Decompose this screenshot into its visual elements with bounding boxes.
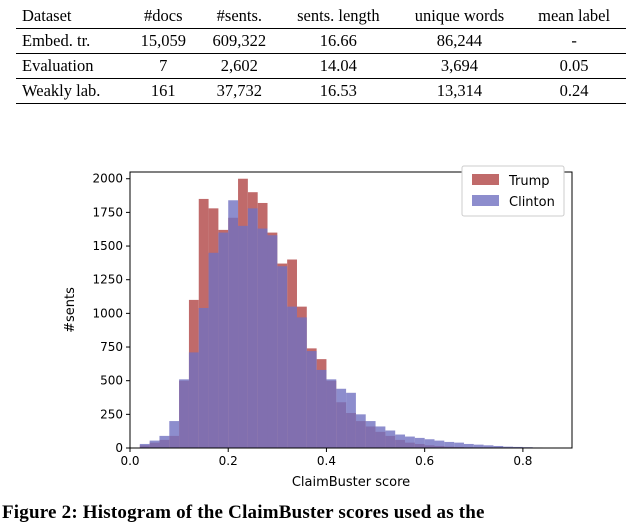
table-row: Embed. tr. 15,059 609,322 16.66 86,244 -: [16, 29, 626, 54]
y-tick-label: 250: [100, 407, 123, 421]
cell-sents: 609,322: [199, 29, 280, 54]
bar-clinton: [366, 421, 376, 448]
bar-clinton: [317, 370, 327, 448]
x-tick-label: 0.2: [219, 454, 238, 468]
cell-sents: 37,732: [199, 79, 280, 104]
legend-swatch-clinton: [472, 195, 499, 206]
x-tick-label: 0.0: [120, 454, 139, 468]
cell-sents-length: 14.04: [280, 54, 397, 79]
cell-mean-label: 0.24: [522, 79, 626, 104]
bar-clinton: [454, 443, 464, 448]
y-tick-label: 1000: [92, 306, 123, 320]
bar-clinton: [297, 317, 307, 448]
header-sents: #sents.: [199, 4, 280, 29]
bar-clinton: [464, 444, 474, 448]
histogram-figure: 0.0 0.2 0.4 0.6 0.8 0 250 500 750 1000 1250 1500 17…: [0, 160, 640, 500]
legend-label-clinton: Clinton: [509, 195, 555, 210]
legend-label-trump: Trump: [508, 174, 550, 189]
header-sents-length: sents. length: [280, 4, 397, 29]
y-tick-label: 1500: [92, 239, 123, 253]
bar-clinton: [336, 389, 346, 448]
cell-unique-words: 3,694: [397, 54, 522, 79]
x-tick-label: 0.6: [415, 454, 434, 468]
y-axis-label: #sents: [63, 287, 78, 333]
bar-clinton: [287, 307, 297, 448]
header-unique-words: unique words: [397, 4, 522, 29]
table-row: Evaluation 7 2,602 14.04 3,694 0.05: [16, 54, 626, 79]
bar-clinton: [385, 430, 395, 448]
cell-dataset: Embed. tr.: [16, 29, 128, 54]
x-tick-label: 0.8: [513, 454, 532, 468]
bar-clinton: [199, 308, 209, 448]
cell-mean-label: -: [522, 29, 626, 54]
dataset-stats-table: Dataset #docs #sents. sents. length uniq…: [16, 4, 626, 104]
y-tick-label: 1750: [92, 205, 123, 219]
bar-clinton: [140, 444, 150, 448]
y-tick-label: 1250: [92, 273, 123, 287]
bar-clinton: [326, 379, 336, 448]
bar-clinton: [307, 351, 317, 448]
bar-clinton: [159, 436, 169, 448]
bar-clinton: [179, 379, 189, 448]
bar-clinton: [405, 437, 415, 448]
bar-clinton: [425, 439, 435, 448]
cell-sents: 2,602: [199, 54, 280, 79]
bar-clinton: [474, 445, 484, 448]
cell-mean-label: 0.05: [522, 54, 626, 79]
cell-sents-length: 16.66: [280, 29, 397, 54]
header-dataset: Dataset: [16, 4, 128, 29]
bar-clinton: [209, 253, 219, 448]
x-axis-label: ClaimBuster score: [292, 475, 410, 490]
x-tick-label: 0.4: [317, 454, 336, 468]
y-tick-label: 0: [115, 441, 123, 455]
cell-docs: 15,059: [128, 29, 199, 54]
bar-clinton: [376, 426, 386, 448]
x-axis-ticks: 0.0 0.2 0.4 0.6 0.8: [120, 448, 532, 468]
bar-clinton: [434, 441, 444, 448]
y-tick-label: 500: [100, 374, 123, 388]
y-tick-label: 750: [100, 340, 123, 354]
cell-unique-words: 86,244: [397, 29, 522, 54]
bar-clinton: [228, 200, 238, 448]
claimbuster-histogram: 0.0 0.2 0.4 0.6 0.8 0 250 500 750 1000 1250 1500 17…: [0, 160, 640, 500]
bar-clinton: [248, 208, 258, 448]
cell-docs: 7: [128, 54, 199, 79]
cell-dataset: Weakly lab.: [16, 79, 128, 104]
bar-clinton: [218, 233, 228, 448]
figure-caption: Figure 2: Histogram of the ClaimBuster s…: [2, 502, 640, 524]
bar-clinton: [150, 441, 160, 448]
cell-sents-length: 16.53: [280, 79, 397, 104]
chart-legend: Trump Clinton: [462, 166, 564, 216]
table-header-row: Dataset #docs #sents. sents. length uniq…: [16, 4, 626, 29]
cell-dataset: Evaluation: [16, 54, 128, 79]
cell-unique-words: 13,314: [397, 79, 522, 104]
bar-clinton: [346, 393, 356, 448]
bar-clinton: [277, 266, 287, 448]
bar-clinton: [189, 352, 199, 448]
bar-clinton: [356, 414, 366, 448]
bar-clinton: [415, 438, 425, 448]
bar-clinton: [238, 226, 248, 448]
cell-docs: 161: [128, 79, 199, 104]
bar-clinton: [395, 435, 405, 448]
legend-swatch-trump: [472, 174, 499, 185]
bar-clinton: [169, 421, 179, 448]
header-docs: #docs: [128, 4, 199, 29]
bar-clinton: [444, 442, 454, 448]
bar-clinton: [258, 229, 268, 448]
bar-clinton: [268, 235, 278, 448]
dataset-stats-table-container: Dataset #docs #sents. sents. length uniq…: [16, 4, 626, 104]
table-row: Weakly lab. 161 37,732 16.53 13,314 0.24: [16, 79, 626, 104]
y-axis-ticks: 0 250 500 750 1000 1250 1500 1750 2000: [92, 172, 130, 455]
y-tick-label: 2000: [92, 172, 123, 186]
header-mean-label: mean label: [522, 4, 626, 29]
